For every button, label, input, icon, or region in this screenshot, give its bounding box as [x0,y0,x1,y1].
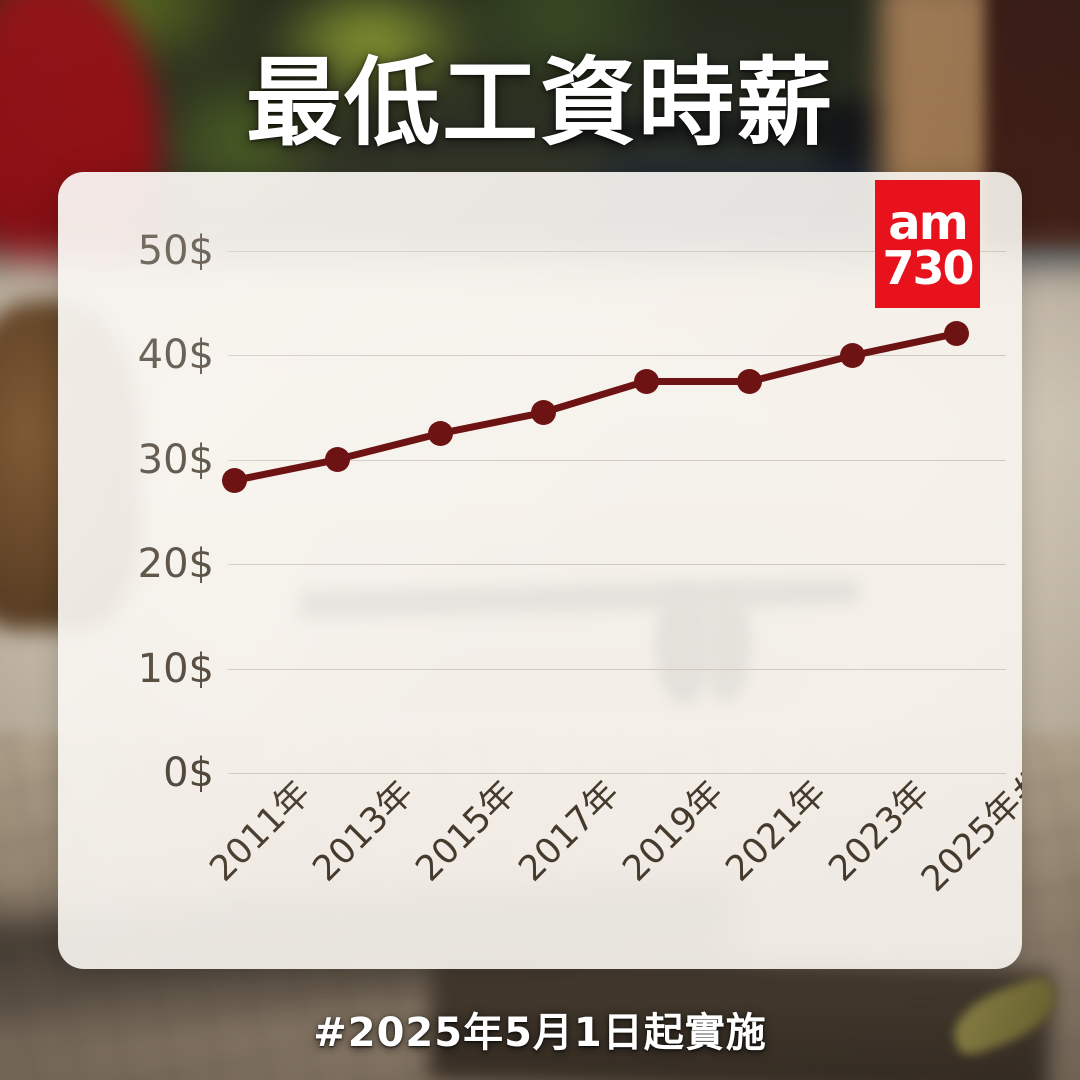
x-axis-tick-label: 2011年 [202,773,319,890]
x-axis-tick-label: 2017年 [511,773,628,890]
gridline [228,668,1006,670]
line-segment [852,330,957,359]
data-point[interactable] [221,468,247,494]
data-point[interactable] [737,369,763,394]
line-segment [233,456,338,485]
gridline [228,251,1006,252]
x-axis-tick-label: 2013年 [305,773,422,890]
y-axis-tick-label: 10$ [137,645,214,692]
x-axis-tick-label: 2015年 [408,773,525,890]
chart-series-wage: 2011年 2013年 2015年 2017年 2019年 2021年 2023年 2025年… [166,172,1022,969]
am730-logo: am 730 [875,180,980,308]
x-axis-tick-label: 2019年 [615,773,732,890]
line-chart: 50$ 40$ 30$ 20$ 10$ 0$ 2011年 2013年 2015年 2017年 20… [138,172,1022,969]
y-axis-tick-label: 40$ [137,332,214,379]
line-segment [336,430,442,464]
data-point[interactable] [943,320,969,346]
gridline [228,355,1006,357]
line-segment [646,378,750,385]
data-point[interactable] [427,421,453,447]
footer-note: #2025年5月1日起實施 [313,1010,767,1056]
data-point[interactable] [634,369,660,394]
y-axis-tick-label: 0$ [163,750,214,796]
gridline [228,564,1006,566]
line-segment [542,378,648,417]
y-axis-tick-label: 30$ [137,436,214,483]
line-segment [748,352,854,385]
chart-card: am 730 50$ 40$ 30$ 20$ 10$ 0$ 2011年 2013年 2015年… [58,172,1022,969]
chart-gridlines: 50$ 40$ 30$ 20$ 10$ 0$ [138,172,1006,969]
line-segment [439,409,545,438]
gridline [228,773,1006,774]
y-axis-tick-label: 20$ [137,541,214,588]
y-axis-tick-label: 50$ [137,228,214,274]
page-title: 最低工資時薪 [246,47,834,159]
data-point[interactable] [530,400,556,426]
data-point[interactable] [840,342,866,368]
logo-730-text: 730 [882,241,974,295]
data-point[interactable] [324,447,350,473]
logo-am-text: am [888,195,968,251]
x-axis-tick-label: 2021年 [718,773,835,890]
x-axis-tick-label: 2025年# [914,763,1022,900]
gridline [228,459,1006,461]
